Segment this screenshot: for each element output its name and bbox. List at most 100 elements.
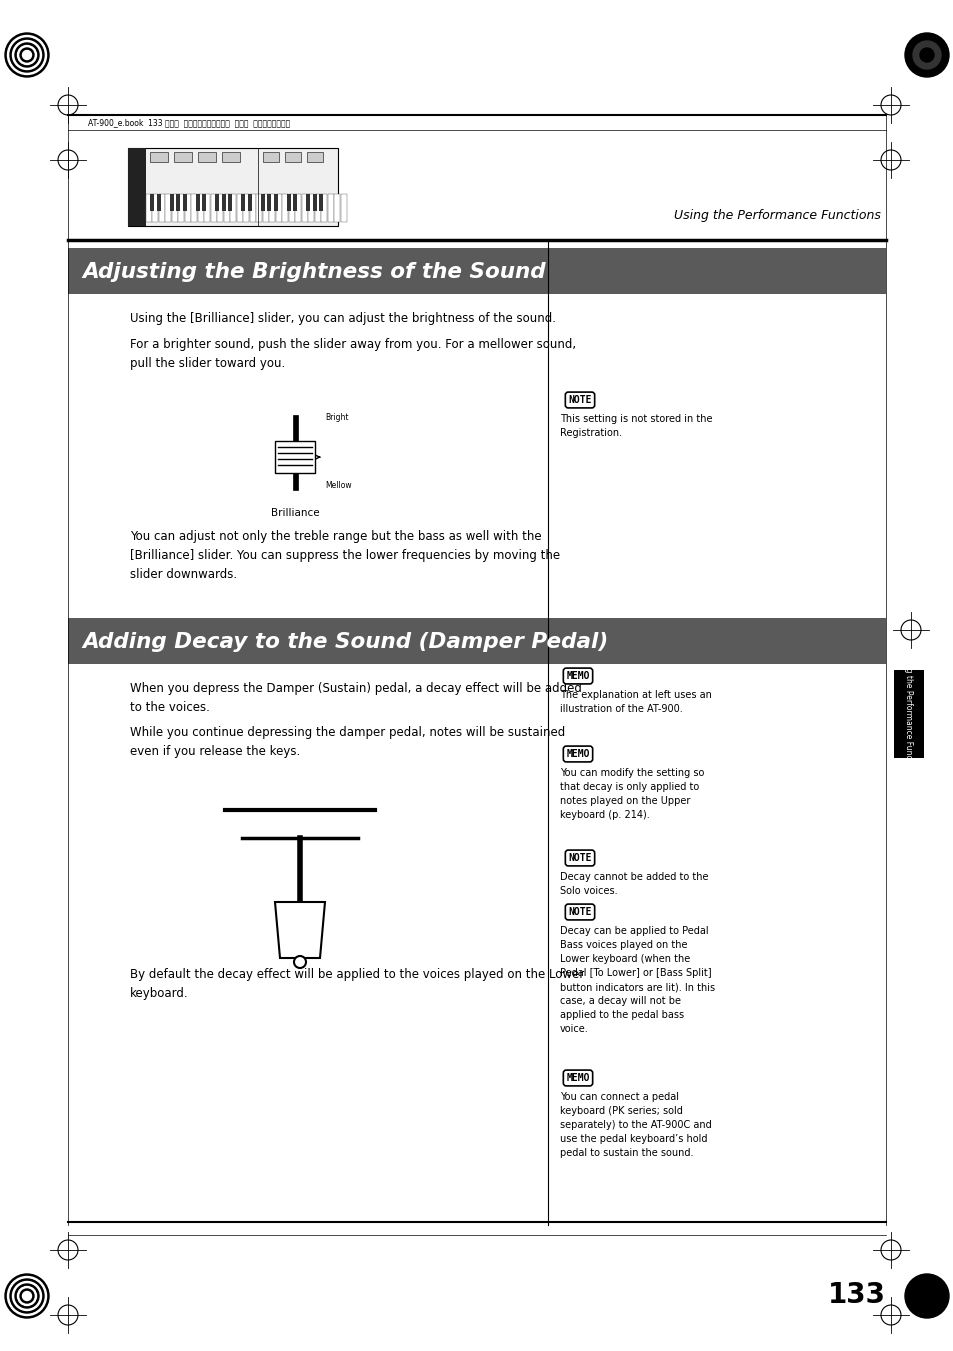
Bar bbox=[306, 195, 310, 211]
Text: Bright: Bright bbox=[325, 413, 348, 422]
Text: You can modify the setting so
that decay is only applied to
notes played on the : You can modify the setting so that decay… bbox=[559, 767, 703, 820]
Bar bbox=[229, 195, 233, 211]
Bar bbox=[269, 195, 275, 222]
Bar bbox=[335, 195, 340, 222]
Bar bbox=[314, 195, 320, 222]
Circle shape bbox=[8, 35, 47, 74]
Bar bbox=[313, 195, 316, 211]
Text: For a brighter sound, push the slider away from you. For a mellower sound,
pull : For a brighter sound, push the slider aw… bbox=[130, 338, 576, 370]
Text: The explanation at left uses an
illustration of the AT-900.: The explanation at left uses an illustra… bbox=[559, 690, 711, 713]
Bar bbox=[241, 195, 245, 211]
Bar bbox=[295, 195, 301, 222]
Bar bbox=[195, 195, 200, 211]
Bar bbox=[307, 153, 323, 162]
Bar bbox=[211, 195, 216, 222]
Text: NOTE: NOTE bbox=[568, 394, 591, 405]
Text: Using the Performance Functions: Using the Performance Functions bbox=[674, 208, 880, 222]
Circle shape bbox=[10, 38, 44, 72]
Text: Adjusting the Brightness of the Sound: Adjusting the Brightness of the Sound bbox=[82, 262, 545, 282]
Text: Decay can be applied to Pedal
Bass voices played on the
Lower keyboard (when the: Decay can be applied to Pedal Bass voice… bbox=[559, 925, 715, 1034]
Bar bbox=[302, 195, 308, 222]
Bar bbox=[289, 195, 294, 222]
Circle shape bbox=[5, 1274, 49, 1319]
Circle shape bbox=[15, 43, 39, 68]
Circle shape bbox=[5, 32, 49, 77]
Bar bbox=[151, 195, 154, 211]
Bar bbox=[217, 195, 223, 222]
Circle shape bbox=[912, 41, 940, 69]
Bar bbox=[150, 153, 168, 162]
Circle shape bbox=[20, 1289, 34, 1302]
Bar bbox=[275, 195, 282, 222]
Text: MEMO: MEMO bbox=[566, 748, 589, 759]
Bar bbox=[202, 195, 206, 211]
Bar bbox=[263, 153, 278, 162]
Bar bbox=[159, 195, 165, 222]
Bar bbox=[185, 195, 191, 222]
Circle shape bbox=[904, 1274, 948, 1319]
Bar bbox=[319, 195, 323, 211]
Circle shape bbox=[12, 41, 42, 69]
Bar bbox=[128, 149, 337, 226]
Bar bbox=[274, 195, 277, 211]
Circle shape bbox=[15, 1283, 39, 1308]
Bar bbox=[250, 195, 255, 222]
Bar bbox=[248, 195, 252, 211]
Bar bbox=[170, 195, 173, 211]
Circle shape bbox=[919, 1289, 933, 1302]
Bar bbox=[178, 195, 184, 222]
Bar bbox=[282, 195, 288, 222]
Bar bbox=[192, 195, 197, 222]
Text: NOTE: NOTE bbox=[568, 907, 591, 917]
Circle shape bbox=[8, 1277, 47, 1316]
Text: This setting is not stored in the
Registration.: This setting is not stored in the Regist… bbox=[559, 413, 712, 438]
Bar bbox=[294, 195, 297, 211]
Bar bbox=[287, 195, 291, 211]
Polygon shape bbox=[274, 902, 325, 958]
Circle shape bbox=[23, 1292, 31, 1301]
Circle shape bbox=[919, 49, 933, 62]
Text: Using the Performance Functions: Using the Performance Functions bbox=[903, 651, 913, 777]
Text: Mellow: Mellow bbox=[325, 481, 352, 490]
Bar bbox=[68, 249, 885, 295]
Bar bbox=[165, 195, 172, 222]
Bar bbox=[152, 195, 158, 222]
Bar bbox=[328, 195, 334, 222]
Bar bbox=[222, 195, 226, 211]
Circle shape bbox=[17, 46, 36, 65]
Circle shape bbox=[17, 1286, 36, 1305]
Bar bbox=[243, 195, 250, 222]
Text: MEMO: MEMO bbox=[566, 1073, 589, 1084]
Bar bbox=[263, 195, 269, 222]
Circle shape bbox=[294, 957, 306, 969]
Text: You can connect a pedal
keyboard (PK series; sold
separately) to the AT-900C and: You can connect a pedal keyboard (PK ser… bbox=[559, 1092, 711, 1158]
Text: Brilliance: Brilliance bbox=[271, 508, 319, 517]
Bar bbox=[222, 153, 240, 162]
Text: Using the [Brilliance] slider, you can adjust the brightness of the sound.: Using the [Brilliance] slider, you can a… bbox=[130, 312, 556, 326]
Text: You can adjust not only the treble range but the bass as well with the
[Brillian: You can adjust not only the treble range… bbox=[130, 530, 559, 581]
Bar bbox=[231, 195, 236, 222]
Text: Decay cannot be added to the
Solo voices.: Decay cannot be added to the Solo voices… bbox=[559, 871, 708, 896]
Circle shape bbox=[20, 49, 34, 62]
Bar bbox=[176, 195, 180, 211]
Bar bbox=[204, 195, 211, 222]
Bar bbox=[285, 153, 301, 162]
Text: While you continue depressing the damper pedal, notes will be sustained
even if : While you continue depressing the damper… bbox=[130, 725, 565, 758]
Text: By default the decay effect will be applied to the voices played on the Lower
ke: By default the decay effect will be appl… bbox=[130, 969, 583, 1000]
Bar bbox=[224, 195, 230, 222]
Circle shape bbox=[10, 1279, 44, 1313]
Text: AT-900_e.book  133 ページ  ２００８年９月１６日  火曜日  午前１０時３８分: AT-900_e.book 133 ページ ２００８年９月１６日 火曜日 午前１… bbox=[88, 119, 290, 127]
Bar bbox=[267, 195, 272, 211]
Bar bbox=[893, 670, 923, 758]
Circle shape bbox=[23, 50, 31, 59]
Bar bbox=[198, 195, 204, 222]
Bar bbox=[198, 153, 215, 162]
Bar bbox=[274, 440, 314, 473]
Bar bbox=[236, 195, 243, 222]
Text: MEMO: MEMO bbox=[566, 671, 589, 681]
Bar bbox=[183, 195, 187, 211]
Bar bbox=[321, 195, 327, 222]
Bar bbox=[157, 195, 161, 211]
Bar bbox=[172, 195, 178, 222]
Bar bbox=[340, 195, 347, 222]
